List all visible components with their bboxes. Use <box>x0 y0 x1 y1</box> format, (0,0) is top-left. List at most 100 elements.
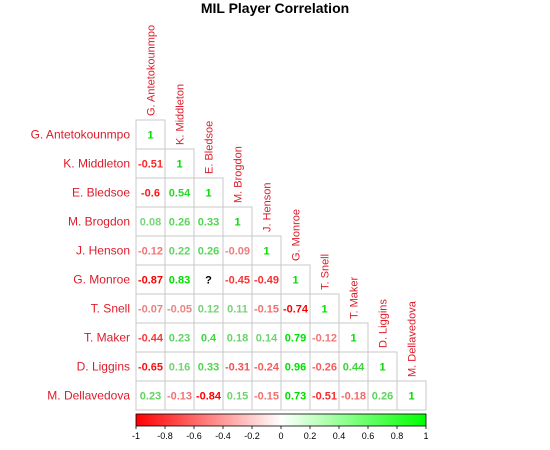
cell-value: -0.45 <box>225 275 250 287</box>
cell <box>367 351 398 382</box>
cell-value: 1 <box>176 159 182 171</box>
cell-value: -0.05 <box>167 304 192 316</box>
cell <box>396 380 427 411</box>
cell-value: -0.07 <box>138 304 163 316</box>
column-label: G. Monroe <box>291 209 303 261</box>
cell-value: 0.23 <box>169 333 190 345</box>
cell-value: 0.08 <box>140 217 161 229</box>
cell-value: 0.4 <box>201 333 217 345</box>
cell-value: 1 <box>147 130 153 142</box>
cell <box>164 264 195 295</box>
cell-value: 0.23 <box>140 391 161 403</box>
row-label: G. Monroe <box>73 273 130 287</box>
cell-value: -0.6 <box>141 188 160 200</box>
row-label: D. Liggins <box>77 360 130 374</box>
column-label: T. Snell <box>320 254 332 290</box>
cell-value: 1 <box>205 188 211 200</box>
cell <box>251 264 282 295</box>
column-label: K. Middleton <box>175 84 187 145</box>
chart-title: MIL Player Correlation <box>201 0 349 16</box>
cell-value: 0.11 <box>227 304 248 316</box>
cell <box>193 322 224 353</box>
cell <box>280 380 311 411</box>
row-label: T. Maker <box>84 331 130 345</box>
cell-value: -0.51 <box>312 391 337 403</box>
cell-value: -0.09 <box>225 246 250 258</box>
cell-value: 0.18 <box>227 333 248 345</box>
colorbar-tick-label: -0.6 <box>186 431 202 441</box>
cell-value: 1 <box>408 391 414 403</box>
colorbar-tick-label: -0.2 <box>244 431 260 441</box>
colorbar-tick-label: 1 <box>423 431 428 441</box>
cell <box>251 380 282 411</box>
colorbar: -1 -0.8 -0.6 -0.4 -0.2 0 0.2 0.4 0.6 0.8 1 <box>132 413 429 441</box>
cell-value: 1 <box>263 246 269 258</box>
cell-value: 0.22 <box>169 246 190 258</box>
cell-value: -0.24 <box>254 362 280 374</box>
column-label: T. Maker <box>349 276 361 319</box>
cell <box>164 206 195 237</box>
cell-value: -0.74 <box>283 304 309 316</box>
row-label: E. Bledsoe <box>72 186 130 200</box>
cell <box>164 235 195 266</box>
cell-value: -0.44 <box>138 333 164 345</box>
column-label: J. Henson <box>262 182 274 232</box>
cell-value: 1 <box>350 333 356 345</box>
cell-value: -0.13 <box>167 391 192 403</box>
cell-value: 0.54 <box>169 188 191 200</box>
cell-value: 0.12 <box>198 304 219 316</box>
cell-value: 1 <box>379 362 385 374</box>
cell-value: 1 <box>292 275 298 287</box>
cell <box>135 264 166 295</box>
cell-value: 0.26 <box>372 391 393 403</box>
column-label: D. Liggins <box>378 299 390 348</box>
cell-value: 0.73 <box>285 391 306 403</box>
cell-value: 0.33 <box>198 217 219 229</box>
cell-value: -0.49 <box>254 275 279 287</box>
cell <box>222 206 253 237</box>
column-labels: G. Antetokounmpo K. Middleton E. Bledsoe M.… <box>146 25 419 377</box>
cell <box>222 264 253 295</box>
cell-value: 0.79 <box>285 333 306 345</box>
cell <box>193 177 224 208</box>
cell-value: 0.16 <box>169 362 190 374</box>
cell-value: -0.26 <box>312 362 337 374</box>
cell-value: 0.26 <box>169 217 190 229</box>
column-label: M. Dellavedova <box>407 300 419 377</box>
cell-value: 0.44 <box>343 362 365 374</box>
cell-value: -0.15 <box>254 304 279 316</box>
cell <box>135 322 166 353</box>
cell <box>164 380 195 411</box>
cell <box>280 264 311 295</box>
row-label: M. Brogdon <box>68 215 130 229</box>
row-label: M. Dellavedova <box>47 389 130 403</box>
cell-value: -0.12 <box>312 333 337 345</box>
cell-value: 0.14 <box>256 333 278 345</box>
row-label: T. Snell <box>91 302 130 316</box>
cell <box>222 235 253 266</box>
colorbar-tick-label: 0 <box>278 431 283 441</box>
cell-value: -0.84 <box>196 391 222 403</box>
cell-value: 0.96 <box>285 362 306 374</box>
cell <box>135 351 166 382</box>
colorbar-gradient <box>135 413 427 427</box>
cell-value: 1 <box>234 217 240 229</box>
row-label: K. Middleton <box>63 157 130 171</box>
row-label: G. Antetokounmpo <box>31 128 131 142</box>
cell-value: 0.83 <box>169 275 190 287</box>
cell-grid: 1 -0.51 1 -0.6 0.54 1 0.08 0.26 0.33 1 -0.12 0.22 0.… <box>135 119 427 411</box>
cell-value: ? <box>205 275 212 287</box>
colorbar-tick-label: 0.8 <box>391 431 404 441</box>
cell <box>193 380 224 411</box>
row-label: J. Henson <box>76 244 130 258</box>
cell-value: -0.31 <box>225 362 250 374</box>
colorbar-tick-label: 0.4 <box>333 431 346 441</box>
column-label: M. Brogdon <box>233 146 245 203</box>
column-label: E. Bledsoe <box>204 121 216 174</box>
column-label: G. Antetokounmpo <box>146 25 158 116</box>
cell-value: -0.18 <box>341 391 366 403</box>
cell <box>338 380 369 411</box>
row-labels: G. Antetokounmpo K. Middleton E. Bledsoe M.… <box>31 128 131 403</box>
colorbar-tick-label: 0.6 <box>362 431 375 441</box>
